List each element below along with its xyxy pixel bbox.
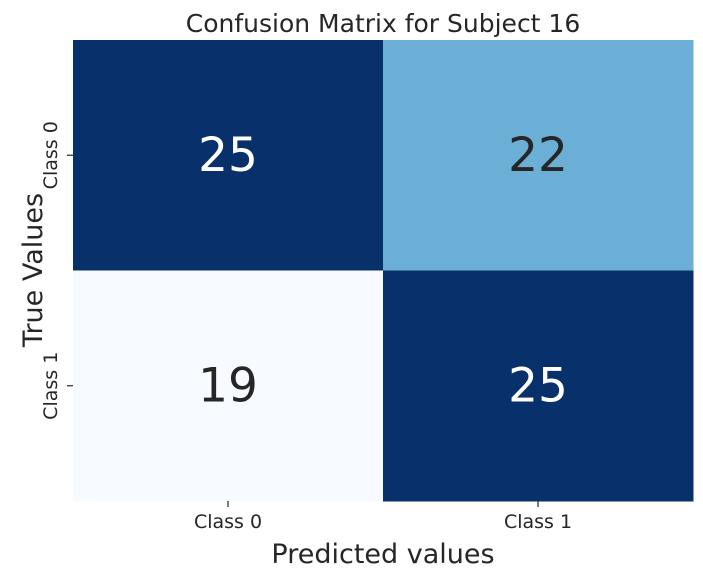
y-tick-label: Class 1 bbox=[40, 352, 62, 420]
x-axis-label: Predicted values bbox=[271, 539, 494, 570]
heatmap-cells bbox=[73, 40, 694, 502]
heatmap-cell-labels: 25 22 19 25 bbox=[198, 128, 568, 414]
heatmap-cell bbox=[383, 270, 694, 502]
heatmap-cell bbox=[383, 40, 694, 271]
cell-value-label: 19 bbox=[198, 358, 258, 413]
heatmap-cell bbox=[73, 270, 384, 502]
y-axis-label: True Values bbox=[18, 193, 49, 348]
chart-title: Confusion Matrix for Subject 16 bbox=[186, 9, 581, 38]
x-tick-label: Class 1 bbox=[504, 511, 572, 533]
heatmap-cell bbox=[73, 40, 384, 271]
y-tick-label: Class 0 bbox=[40, 121, 62, 189]
cell-value-label: 25 bbox=[508, 358, 568, 413]
y-axis-ticks: Class 0 Class 1 bbox=[40, 121, 73, 420]
cell-value-label: 22 bbox=[508, 128, 568, 183]
x-tick-label: Class 0 bbox=[194, 511, 262, 533]
x-axis-ticks: Class 0 Class 1 bbox=[194, 501, 572, 533]
cell-value-label: 25 bbox=[198, 128, 258, 183]
